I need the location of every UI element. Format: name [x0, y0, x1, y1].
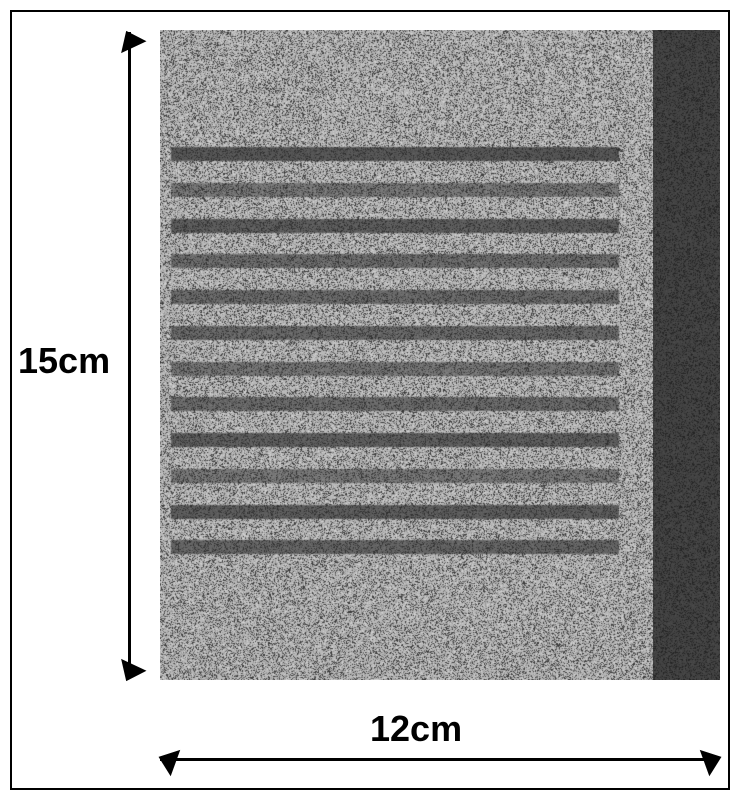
striation-band — [171, 254, 619, 268]
striation-band — [171, 397, 619, 411]
figure-container: 15cm 12cm — [10, 10, 730, 790]
striation-band — [171, 219, 619, 233]
right-dark-edge — [653, 30, 720, 680]
striation-band — [171, 147, 619, 161]
striation-band — [171, 362, 619, 376]
striation-band — [171, 505, 619, 519]
vertical-dimension-label: 15cm — [18, 340, 110, 382]
striation-band — [171, 540, 619, 554]
noise-texture — [160, 30, 720, 680]
micrograph-image — [160, 30, 720, 680]
horizontal-dimension-label: 12cm — [370, 708, 462, 750]
striation-band — [171, 469, 619, 483]
striation-band — [171, 290, 619, 304]
striation-band — [171, 433, 619, 447]
vertical-dimension-line — [128, 32, 131, 678]
striation-band — [171, 183, 619, 197]
horizontal-dimension-line — [160, 758, 718, 761]
striation-band — [171, 326, 619, 340]
